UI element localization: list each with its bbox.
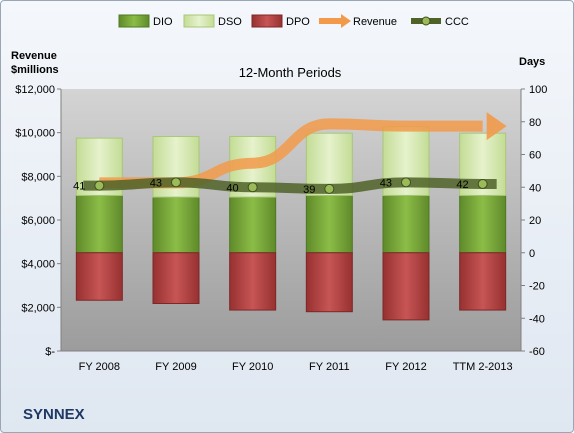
x-tick-label: FY 2011: [309, 361, 350, 373]
ccc-data-label: 39: [303, 184, 315, 196]
right-tick-label: -40: [529, 313, 545, 325]
left-tick-label: $6,000: [21, 215, 55, 227]
left-tick-label: $-: [45, 346, 55, 358]
ccc-point: [477, 178, 488, 189]
ccc-point: [401, 177, 411, 188]
x-tick-label: TTM 2-2013: [453, 361, 513, 373]
dio-bar: [459, 194, 507, 254]
right-tick-label: 60: [529, 150, 541, 162]
right-tick-label: -60: [529, 346, 545, 358]
left-tick-label: $12,000: [15, 84, 55, 96]
ccc-data-label: 43: [380, 177, 392, 189]
dio-bar: [382, 194, 430, 254]
right-tick-label: 40: [529, 182, 541, 194]
left-tick-label: $2,000: [21, 302, 55, 314]
dpo-bar: [229, 252, 277, 311]
right-tick-label: 0: [529, 248, 535, 260]
legend-label: CCC: [445, 16, 469, 28]
x-tick-label: FY 2010: [232, 361, 273, 373]
chart-title: 12-Month Periods: [239, 65, 342, 80]
right-axis-label: Days: [519, 56, 545, 68]
left-tick-label: $8,000: [21, 171, 55, 183]
dio-bar: [152, 196, 200, 254]
dpo-bar: [75, 252, 123, 301]
plot-area: [61, 89, 521, 351]
legend-swatch: [183, 14, 215, 28]
x-tick-label: FY 2009: [155, 361, 196, 373]
left-tick-label: $10,000: [15, 128, 55, 140]
right-tick-label: 100: [529, 84, 547, 96]
legend-swatch-arrowhead: [341, 14, 351, 28]
left-axis-label-line1: Revenue: [11, 50, 57, 62]
right-tick-label: -20: [529, 281, 545, 293]
revenue-arrowhead: [486, 112, 507, 141]
axes-layer: $- $2,000 $4,000 $6,000 $8,000 $10,000 $12,000…: [15, 84, 547, 373]
dpo-bar: [382, 252, 430, 321]
dpo-bar: [459, 252, 507, 311]
x-tick-label: FY 2008: [79, 361, 120, 373]
ccc-point: [247, 182, 258, 193]
legend: DIO DSO DPO Revenue CCC: [118, 14, 469, 28]
dpo-bar: [305, 252, 353, 313]
legend-swatch: [118, 14, 150, 28]
legend-label: Revenue: [353, 16, 397, 28]
ccc-layer: 41 43 40 39 43 42: [73, 177, 497, 196]
dio-bar: [305, 194, 353, 254]
x-tick-label: FY 2012: [385, 361, 426, 373]
ccc-point: [171, 177, 181, 188]
dpo-bar: [152, 252, 200, 305]
left-axis-label-line2: $millions: [11, 64, 59, 76]
dio-bar: [229, 196, 277, 254]
ccc-point: [94, 180, 105, 191]
right-tick-label: 80: [529, 117, 541, 129]
legend-label: DPO: [286, 16, 310, 28]
ccc-point: [324, 183, 335, 194]
company-name: SYNNEX: [23, 406, 85, 423]
ccc-data-label: 42: [456, 179, 468, 191]
legend-label: DIO: [153, 16, 173, 28]
legend-label: DSO: [218, 16, 242, 28]
right-tick-label: 20: [529, 215, 541, 227]
ccc-data-label: 43: [150, 177, 162, 189]
dio-bar: [75, 194, 123, 254]
ccc-data-label: 41: [73, 181, 85, 193]
left-tick-label: $4,000: [21, 259, 55, 271]
ccc-data-label: 40: [226, 182, 238, 194]
legend-swatch: [251, 14, 283, 28]
legend-swatch-marker: [421, 16, 431, 26]
